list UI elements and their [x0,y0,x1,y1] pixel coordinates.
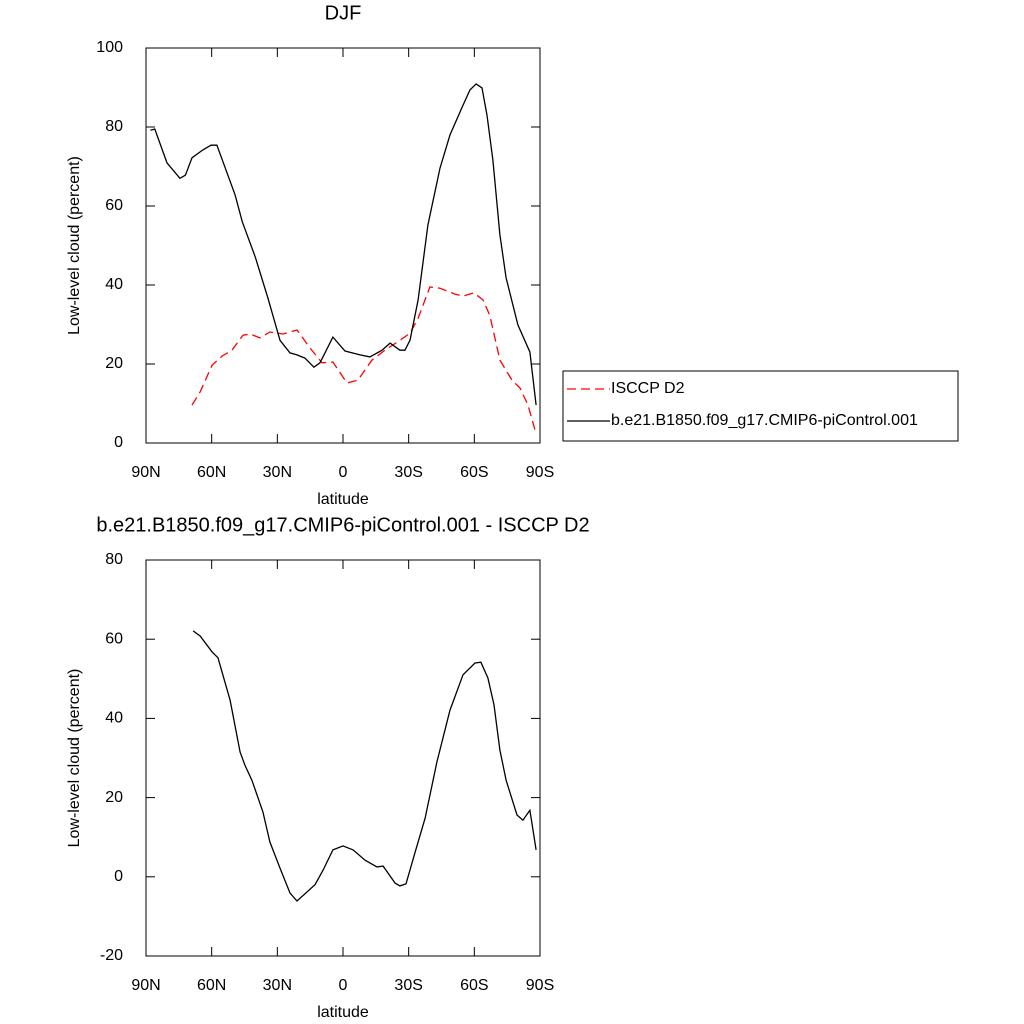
y-tick-label: 80 [105,551,123,568]
x-tick-label: 60N [197,464,226,481]
y-tick-label: 0 [114,434,123,451]
x-tick-label: 30S [394,464,422,481]
x-tick-label: 30S [394,977,422,994]
y-tick-label: 60 [105,197,123,214]
x-tick-label: 90S [526,977,554,994]
y-tick-label: 20 [105,789,123,806]
y-tick-label: 60 [105,630,123,647]
y-tick-label: 40 [105,276,123,293]
y-tick-label: 20 [105,355,123,372]
x-axis-label: latitude [317,1004,369,1021]
x-tick-label: 90N [131,464,160,481]
y-tick-label: 40 [105,710,123,727]
y-tick-label: 0 [114,868,123,885]
x-tick-label: 0 [339,464,348,481]
chart-title: DJF [325,2,362,24]
x-tick-label: 60N [197,977,226,994]
y-axis-label: Low-level cloud (percent) [66,669,83,848]
plot-frame [145,559,541,957]
y-tick-label: 80 [105,118,123,135]
x-tick-label: 90N [131,977,160,994]
data-line [191,286,536,431]
x-tick-label: 0 [339,977,348,994]
y-axis-label: Low-level cloud (percent) [66,156,83,335]
x-tick-label: 30N [263,464,292,481]
x-axis-label: latitude [317,491,369,508]
y-tick-label: -20 [100,947,123,964]
legend-label: b.e21.B1850.f09_g17.CMIP6-piControl.001 [611,412,918,429]
data-line [150,83,537,406]
chart-title: b.e21.B1850.f09_g17.CMIP6-piControl.001 … [96,514,589,536]
legend-label: ISCCP D2 [611,380,685,397]
y-tick-label: 100 [96,39,123,56]
x-tick-label: 90S [526,464,554,481]
legend-box [562,370,959,442]
x-tick-label: 60S [460,977,488,994]
x-tick-label: 30N [263,977,292,994]
x-tick-label: 60S [460,464,488,481]
plot-frame [145,47,541,444]
data-line [192,630,537,902]
